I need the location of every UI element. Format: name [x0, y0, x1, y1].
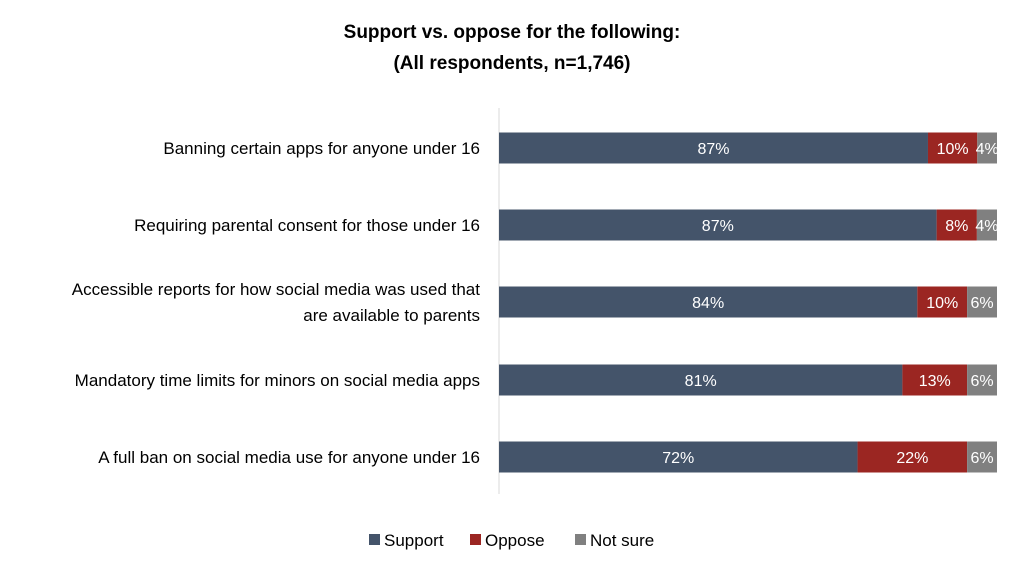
bar-not-sure [967, 364, 997, 396]
bar-oppose [902, 364, 968, 396]
category-label: Requiring parental consent for those und… [134, 216, 480, 235]
data-label: 22% [896, 450, 928, 467]
category-label: Accessible reports for how social media … [72, 280, 480, 299]
data-label: 6% [970, 373, 993, 390]
data-label: 87% [697, 141, 729, 158]
category-label: Banning certain apps for anyone under 16 [163, 139, 480, 158]
bar-not-sure [967, 441, 997, 473]
data-label: 81% [685, 373, 717, 390]
chart-title-line-1: Support vs. oppose for the following: [343, 22, 681, 43]
legend-swatch [369, 534, 380, 545]
legend-label: Not sure [590, 531, 654, 550]
legend-swatch [575, 534, 586, 545]
data-label: 8% [945, 218, 968, 235]
category-label: Mandatory time limits for minors on soci… [75, 371, 480, 390]
legend-swatch [470, 534, 481, 545]
bar-support [499, 209, 937, 241]
data-label: 10% [937, 141, 969, 158]
data-label: 4% [975, 218, 998, 235]
bar-oppose [917, 286, 968, 318]
data-label: 6% [970, 295, 993, 312]
bar-oppose [857, 441, 968, 473]
legend-label: Support [384, 531, 444, 550]
data-label: 84% [692, 295, 724, 312]
data-label: 6% [970, 450, 993, 467]
data-label: 87% [702, 218, 734, 235]
bar-not-sure [967, 286, 997, 318]
data-label: 72% [662, 450, 694, 467]
category-label: are available to parents [303, 306, 480, 325]
legend-label: Oppose [485, 531, 545, 550]
bar-oppose [927, 132, 978, 164]
category-label: A full ban on social media use for anyon… [98, 448, 480, 467]
bar-support [499, 364, 903, 396]
bar-support [499, 132, 928, 164]
bar-oppose [936, 209, 977, 241]
bar-support [499, 286, 918, 318]
data-label: 10% [926, 295, 958, 312]
data-label: 4% [976, 141, 999, 158]
bar-not-sure [977, 132, 997, 164]
bar-not-sure [976, 209, 997, 241]
chart-title-line-2: (All respondents, n=1,746) [393, 53, 631, 74]
data-label: 13% [919, 373, 951, 390]
bar-support [499, 441, 858, 473]
